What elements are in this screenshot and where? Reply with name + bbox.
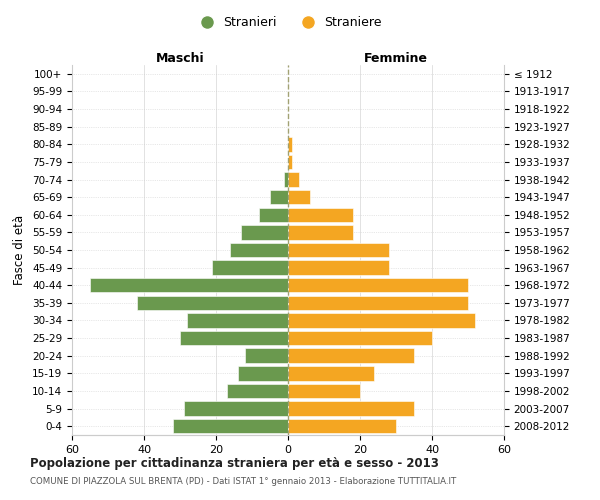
Bar bbox=[288, 243, 389, 257]
Bar bbox=[288, 172, 299, 186]
Bar bbox=[288, 154, 292, 169]
Bar bbox=[288, 314, 475, 328]
Text: Femmine: Femmine bbox=[364, 52, 428, 65]
Bar bbox=[288, 278, 468, 292]
Bar bbox=[238, 366, 288, 380]
Bar bbox=[180, 331, 288, 345]
Bar bbox=[245, 348, 288, 363]
Bar bbox=[288, 296, 468, 310]
Bar bbox=[288, 260, 389, 275]
Bar bbox=[288, 419, 396, 434]
Bar bbox=[184, 402, 288, 416]
Bar bbox=[259, 208, 288, 222]
Legend: Stranieri, Straniere: Stranieri, Straniere bbox=[190, 11, 386, 34]
Text: Popolazione per cittadinanza straniera per età e sesso - 2013: Popolazione per cittadinanza straniera p… bbox=[30, 458, 439, 470]
Bar bbox=[241, 225, 288, 240]
Text: Maschi: Maschi bbox=[155, 52, 205, 65]
Text: COMUNE DI PIAZZOLA SUL BRENTA (PD) - Dati ISTAT 1° gennaio 2013 - Elaborazione T: COMUNE DI PIAZZOLA SUL BRENTA (PD) - Dat… bbox=[30, 478, 456, 486]
Bar bbox=[173, 419, 288, 434]
Bar bbox=[288, 137, 292, 152]
Bar bbox=[284, 172, 288, 186]
Bar bbox=[212, 260, 288, 275]
Bar bbox=[288, 384, 360, 398]
Bar bbox=[288, 402, 414, 416]
Bar bbox=[288, 331, 432, 345]
Bar bbox=[288, 208, 353, 222]
Bar bbox=[288, 190, 310, 204]
Bar bbox=[137, 296, 288, 310]
Bar bbox=[270, 190, 288, 204]
Bar bbox=[288, 348, 414, 363]
Bar bbox=[230, 243, 288, 257]
Bar bbox=[227, 384, 288, 398]
Bar bbox=[90, 278, 288, 292]
Bar bbox=[288, 366, 374, 380]
Bar bbox=[187, 314, 288, 328]
Bar bbox=[288, 225, 353, 240]
Y-axis label: Fasce di età: Fasce di età bbox=[13, 215, 26, 285]
